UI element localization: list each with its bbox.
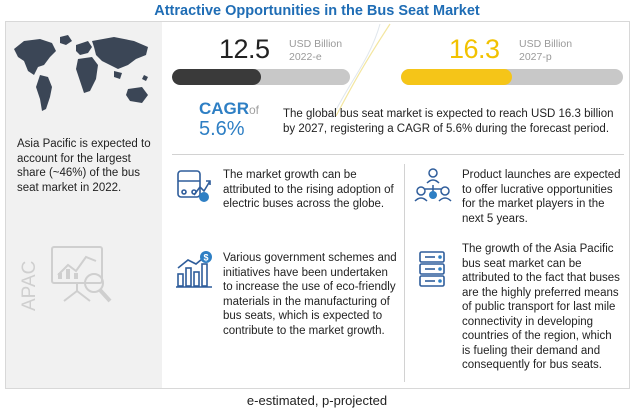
point-asia-pacific-growth: The growth of the Asia Pacific bus seat …: [462, 243, 620, 371]
point-government-schemes: Various government schemes and initiativ…: [223, 252, 397, 337]
vertical-divider: [404, 164, 405, 382]
server-stack-icon: [419, 251, 445, 287]
bus-growth-icon: [177, 170, 211, 202]
stat-2022-unit: USD Billion: [289, 38, 343, 50]
footnote: e-estimated, p-projected: [246, 393, 388, 408]
apac-label-text: APAC: [19, 261, 40, 311]
point-product-launches: Product launches are expected to offer l…: [462, 169, 621, 225]
stat-2027-bar: [401, 69, 623, 85]
analytics-board-icon: [51, 246, 112, 303]
cagr-label: CAGR: [199, 99, 250, 118]
stat-2022-bar: [172, 69, 350, 85]
apac-label: APAC: [19, 261, 40, 311]
market-summary: The global bus seat market is expected t…: [283, 108, 614, 135]
stat-2027-value: 16.3: [449, 34, 500, 64]
cagr-value: 5.6%: [199, 118, 245, 140]
svg-text:$: $: [204, 253, 209, 263]
page-title: Attractive Opportunities in the Bus Seat…: [154, 3, 480, 19]
cagr-of: of: [249, 103, 260, 117]
horizontal-divider: [172, 154, 624, 155]
world-map-icon: [14, 35, 148, 111]
bar-chart-dollar-icon: $: [176, 251, 212, 288]
stat-2022-value: 12.5: [219, 34, 270, 64]
stat-2027-bar-fill: [401, 69, 512, 85]
stat-2022-year: 2022-e: [289, 51, 322, 63]
decorative-curves: [331, 23, 391, 119]
point-electric-buses: The market growth can be attributed to t…: [223, 169, 394, 210]
stat-2027-year: 2027-p: [519, 51, 552, 63]
people-network-icon: [414, 168, 452, 202]
stat-2022-bar-fill: [172, 69, 261, 85]
stat-2027-unit: USD Billion: [519, 38, 573, 50]
apac-share-text: Asia Pacific is expected to account for …: [17, 138, 151, 194]
